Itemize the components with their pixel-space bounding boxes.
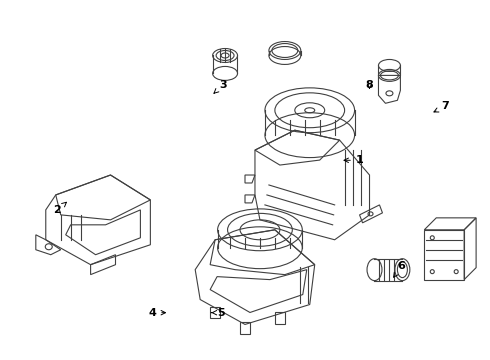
Text: 3: 3 — [214, 80, 227, 93]
Text: 5: 5 — [211, 308, 224, 318]
Text: 1: 1 — [344, 155, 364, 165]
Text: 2: 2 — [53, 202, 67, 216]
Text: 4: 4 — [148, 308, 166, 318]
Text: 7: 7 — [434, 102, 449, 112]
Text: 8: 8 — [366, 80, 373, 90]
Text: 6: 6 — [393, 261, 405, 277]
